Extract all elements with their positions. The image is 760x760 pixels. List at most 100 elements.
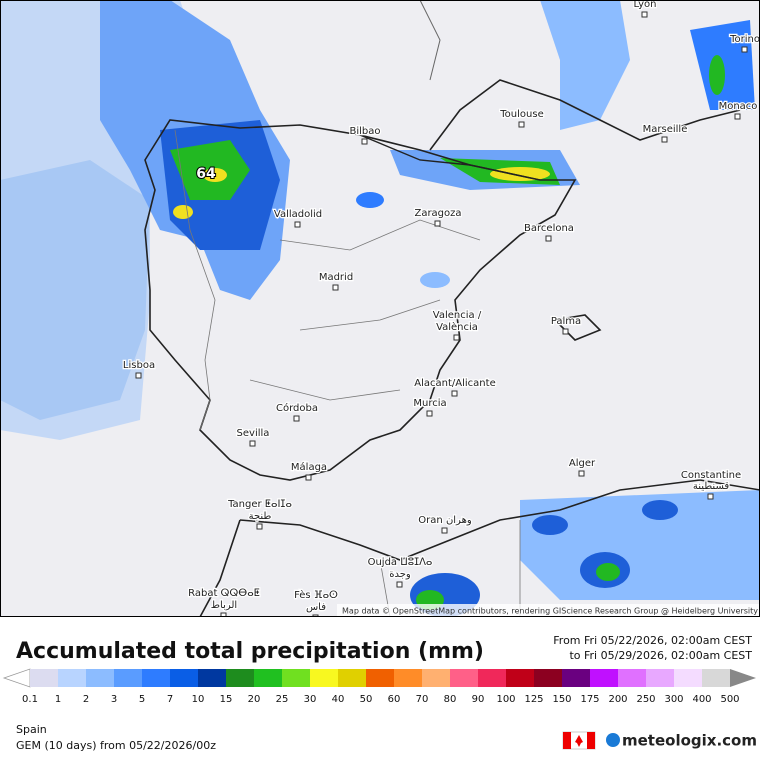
legend-arrow-right — [730, 669, 756, 687]
legend-label: 100 — [496, 694, 515, 705]
legend-label: 125 — [524, 694, 543, 705]
precip-green — [709, 55, 725, 95]
city-label: Constantine — [681, 470, 741, 481]
legend-arrow-left — [2, 668, 31, 688]
legend-label: 15 — [220, 694, 233, 705]
city-marker — [396, 581, 403, 588]
border — [419, 0, 441, 81]
france-coast — [429, 79, 741, 151]
legend: 0.1 1 2 3 5 7 10 15 20 25 30 40 50 60 70 80 90 100 125 150 1… — [2, 668, 756, 705]
city-label: Lyon — [633, 0, 656, 10]
city-label: Torino — [729, 34, 760, 45]
legend-label: 300 — [664, 694, 683, 705]
city-label: Valencia / — [433, 310, 482, 321]
max-value: 64 — [196, 166, 216, 182]
legend-swatch — [618, 669, 646, 687]
model-run: GEM (10 days) from 05/22/2026/00z — [16, 739, 216, 752]
city-marker — [249, 440, 256, 447]
city-label: Zaragoza — [414, 208, 461, 219]
pyrenees-border — [359, 134, 541, 181]
legend-swatch — [226, 669, 254, 687]
legend-swatch — [338, 669, 366, 687]
attribution: Map data © OpenStreetMap contributors, r… — [342, 607, 758, 616]
legend-swatch — [422, 669, 450, 687]
city-label: Toulouse — [499, 109, 543, 120]
flag-band — [563, 732, 571, 749]
city-marker — [135, 372, 142, 379]
precip-areas — [0, 0, 760, 617]
city-labels: Lyon Torino Monaco Toulouse Marseille Bilbao V… — [122, 0, 760, 617]
legend-label: 400 — [692, 694, 711, 705]
legend-swatch — [114, 669, 142, 687]
portugal-border — [174, 129, 216, 431]
city-marker — [741, 46, 748, 53]
city-label: Córdoba — [276, 402, 318, 414]
city-label: Sevilla — [237, 428, 270, 439]
city-label: Oujda ⵡⵓⵊⴷⴰ — [368, 557, 433, 568]
city-marker — [734, 113, 741, 120]
city-marker — [361, 138, 368, 145]
title: Accumulated total precipitation (mm) — [16, 639, 484, 664]
legend-swatch — [478, 669, 506, 687]
africa-coast — [239, 479, 760, 561]
legend-swatch — [198, 669, 226, 687]
city-marker — [707, 493, 714, 500]
city-marker — [332, 284, 339, 291]
morocco-coast — [199, 519, 241, 617]
legend-swatch — [254, 669, 282, 687]
precip-light — [420, 272, 450, 288]
city-marker — [451, 390, 458, 397]
city-label: Marseille — [643, 124, 688, 135]
city-label: Fès ⴼⴰⵙ — [294, 589, 338, 601]
iberia-coast — [144, 119, 577, 481]
city-label: وجدة — [389, 569, 411, 580]
city-marker — [545, 235, 552, 242]
legend-label: 0.1 — [22, 694, 38, 705]
legend-swatch — [590, 669, 618, 687]
to-date: to Fri 05/29/2026, 02:00am CEST — [569, 649, 752, 662]
legend-label: 3 — [111, 694, 117, 705]
city-marker — [441, 527, 448, 534]
city-label: Monaco — [719, 101, 758, 112]
legend-swatch — [702, 669, 730, 687]
city-label: فاس — [306, 602, 326, 613]
legend-label: 175 — [580, 694, 599, 705]
legend-label: 150 — [552, 694, 571, 705]
legend-swatch — [366, 669, 394, 687]
footer: Accumulated total precipitation (mm) Fro… — [2, 634, 757, 752]
legend-swatch — [58, 669, 86, 687]
city-label: Palma — [551, 316, 581, 327]
brand-logo — [606, 733, 620, 747]
city-label: قسنطينة — [693, 481, 730, 492]
precip-mid — [356, 192, 384, 208]
flag-leaf — [575, 735, 583, 747]
legend-label: 500 — [720, 694, 739, 705]
city-label: Bilbao — [349, 126, 380, 137]
city-label: Barcelona — [524, 223, 574, 234]
city-label: Valladolid — [274, 209, 322, 220]
region-border — [249, 219, 481, 401]
from-date: From Fri 05/22/2026, 02:00am CEST — [553, 634, 752, 647]
city-label: Alger — [569, 458, 596, 469]
legend-label: 10 — [192, 694, 205, 705]
legend-label: 250 — [636, 694, 655, 705]
city-marker — [256, 523, 263, 530]
region: Spain — [16, 723, 47, 736]
city-label: Tanger ⵟⴰⵏⵊⴰ — [227, 499, 292, 510]
city-marker — [220, 612, 227, 617]
legend-swatch — [674, 669, 702, 687]
city-marker — [641, 11, 648, 18]
attribution-bg — [337, 604, 760, 617]
precip-heavy — [642, 500, 678, 520]
legend-swatch — [30, 669, 58, 687]
precip-heavy — [532, 515, 568, 535]
city-marker — [293, 415, 300, 422]
legend-label: 5 — [139, 694, 145, 705]
city-label: طنجة — [249, 511, 272, 522]
city-marker — [426, 410, 433, 417]
city-label: Oran وهران — [418, 515, 472, 526]
brand: meteologix.com — [622, 732, 757, 750]
legend-swatch — [310, 669, 338, 687]
precip-light — [0, 160, 150, 420]
city-label: València — [436, 321, 478, 333]
